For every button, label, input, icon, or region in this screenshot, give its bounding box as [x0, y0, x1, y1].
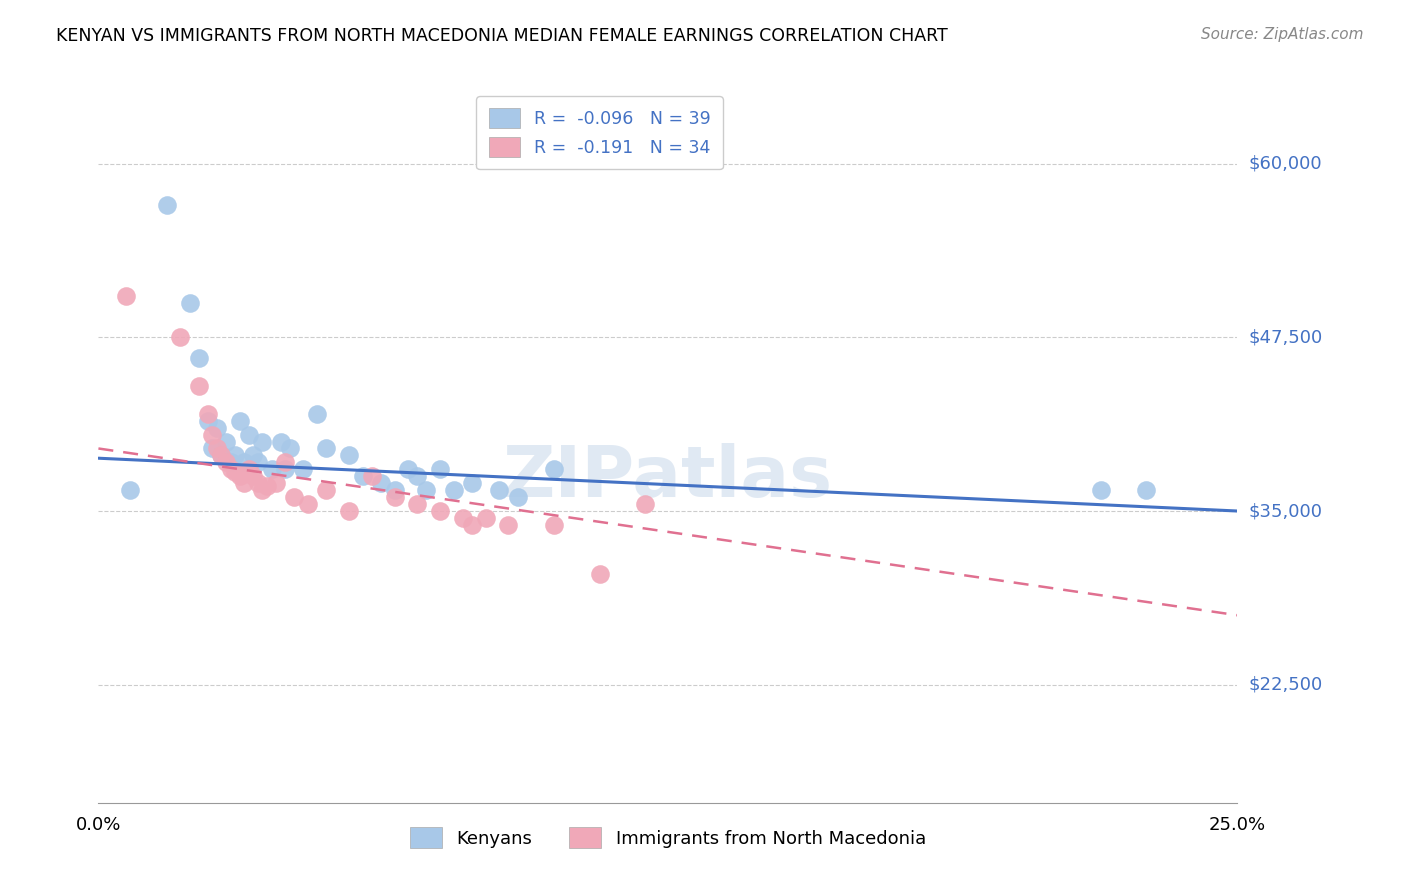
Point [233, 476, 256, 491]
Point [337, 504, 360, 518]
Point [406, 497, 429, 511]
Point [246, 455, 269, 469]
Point [224, 449, 246, 463]
Point [474, 511, 496, 525]
Point [242, 469, 264, 483]
Point [292, 462, 315, 476]
Text: $35,000: $35,000 [1249, 502, 1323, 520]
Point [406, 469, 429, 483]
Point [238, 427, 260, 442]
Point [461, 476, 484, 491]
Point [246, 476, 269, 491]
Point [488, 483, 510, 498]
Point [179, 295, 201, 310]
Point [315, 483, 337, 498]
Text: Source: ZipAtlas.com: Source: ZipAtlas.com [1201, 27, 1364, 42]
Point [270, 434, 292, 449]
Point [278, 442, 301, 456]
Point [187, 351, 209, 366]
Point [209, 449, 232, 463]
Point [443, 483, 465, 498]
Point [543, 462, 565, 476]
Point [201, 442, 224, 456]
Point [396, 462, 419, 476]
Point [634, 497, 657, 511]
Point [233, 455, 256, 469]
Point [215, 455, 238, 469]
Point [228, 414, 250, 428]
Legend: Kenyans, Immigrants from North Macedonia: Kenyans, Immigrants from North Macedonia [399, 816, 936, 859]
Point [224, 465, 246, 479]
Point [274, 462, 297, 476]
Point [256, 479, 278, 493]
Point [384, 490, 406, 504]
Text: ZIPatlas: ZIPatlas [503, 443, 832, 512]
Point [209, 449, 232, 463]
Point [337, 449, 360, 463]
Point [205, 442, 228, 456]
Point [187, 379, 209, 393]
Point [506, 490, 529, 504]
Point [219, 455, 242, 469]
Point [451, 511, 474, 525]
Text: $47,500: $47,500 [1249, 328, 1323, 346]
Point [205, 420, 228, 434]
Point [352, 469, 374, 483]
Point [543, 517, 565, 532]
Point [238, 462, 260, 476]
Point [197, 407, 219, 421]
Text: KENYAN VS IMMIGRANTS FROM NORTH MACEDONIA MEDIAN FEMALE EARNINGS CORRELATION CHA: KENYAN VS IMMIGRANTS FROM NORTH MACEDONI… [56, 27, 948, 45]
Point [156, 198, 179, 212]
Point [315, 442, 337, 456]
Point [252, 483, 274, 498]
Point [307, 407, 329, 421]
Point [429, 462, 451, 476]
Point [169, 330, 191, 344]
Point [197, 414, 219, 428]
Text: $60,000: $60,000 [1249, 154, 1322, 173]
Point [120, 483, 142, 498]
Point [384, 483, 406, 498]
Point [360, 469, 382, 483]
Point [114, 288, 136, 302]
Point [415, 483, 437, 498]
Point [252, 434, 274, 449]
Point [219, 462, 242, 476]
Point [201, 427, 224, 442]
Text: $22,500: $22,500 [1249, 676, 1323, 694]
Point [429, 504, 451, 518]
Point [242, 449, 264, 463]
Point [370, 476, 392, 491]
Point [297, 497, 319, 511]
Point [588, 566, 610, 581]
Point [1090, 483, 1112, 498]
Point [283, 490, 305, 504]
Point [461, 517, 484, 532]
Point [1135, 483, 1157, 498]
Point [274, 455, 297, 469]
Point [228, 469, 250, 483]
Point [260, 462, 283, 476]
Point [215, 434, 238, 449]
Point [498, 517, 520, 532]
Point [264, 476, 287, 491]
